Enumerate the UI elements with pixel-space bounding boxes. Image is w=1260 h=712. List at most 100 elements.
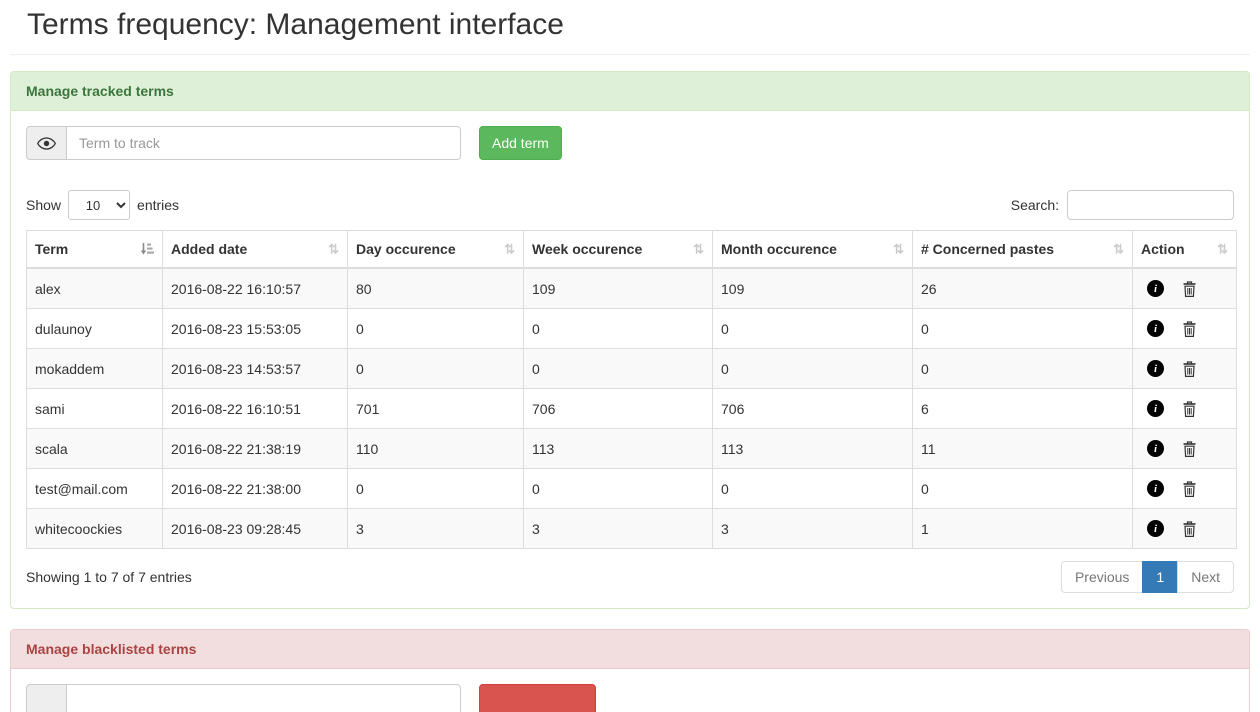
info-icon[interactable]: i	[1147, 360, 1164, 377]
tracked-terms-panel-body: Add term Show 10 entries Search: TermAdd…	[11, 111, 1249, 608]
cell-week: 0	[523, 348, 713, 389]
cell-day: 0	[347, 348, 524, 389]
search-label: Search:	[1010, 197, 1059, 213]
cell-day: 701	[347, 388, 524, 429]
column-header-day-occurence[interactable]: Day occurence ⇅	[347, 230, 524, 269]
tracked-terms-panel: Manage tracked terms Add term Show	[10, 71, 1250, 609]
column-label: # Concerned pastes	[921, 241, 1055, 257]
term-to-track-input[interactable]	[66, 126, 461, 160]
column-label: Term	[35, 241, 69, 257]
entries-label: entries	[137, 197, 180, 213]
add-blacklist-row	[26, 684, 1234, 712]
table-row: sami 2016-08-22 16:10:51 701 706 706 6 i	[26, 388, 1237, 429]
search-control: Search:	[1011, 190, 1234, 220]
cell-day: 0	[347, 308, 524, 349]
cell-month: 706	[712, 388, 913, 429]
term-input-group	[26, 126, 461, 160]
info-icon[interactable]: i	[1147, 480, 1164, 497]
column-label: Added date	[171, 241, 248, 257]
cell-action: i	[1132, 348, 1237, 389]
pagination-next[interactable]: Next	[1177, 561, 1234, 593]
row-actions: i	[1141, 480, 1228, 497]
datatable-footer: Showing 1 to 7 of 7 entries Previous 1 N…	[26, 561, 1234, 593]
page-title: Terms frequency: Management interface	[27, 8, 564, 41]
sort-icon: ⇅	[1217, 241, 1228, 257]
column-label: Week occurence	[532, 241, 643, 257]
table-header-row: Term Added date ⇅ Day occurence ⇅ Week occure…	[26, 230, 1237, 269]
cell-added: 2016-08-22 21:38:00	[162, 468, 348, 509]
table-row: test@mail.com 2016-08-22 21:38:00 0 0 0 0 i	[26, 468, 1237, 509]
cell-month: 109	[712, 267, 913, 309]
eye-icon	[26, 126, 66, 160]
add-term-button[interactable]: Add term	[479, 126, 562, 160]
pagination-page-1[interactable]: 1	[1142, 561, 1179, 593]
blacklist-term-input[interactable]	[66, 684, 461, 712]
table-row: whitecoockies 2016-08-23 09:28:45 3 3 3 1 i	[26, 508, 1237, 549]
cell-added: 2016-08-22 16:10:57	[162, 267, 348, 309]
table-row: alex 2016-08-22 16:10:57 80 109 109 26 i	[26, 267, 1237, 309]
row-actions: i	[1141, 360, 1228, 377]
sort-icon: ⇅	[693, 241, 704, 257]
cell-pastes: 6	[912, 388, 1133, 429]
info-icon[interactable]: i	[1147, 520, 1164, 537]
trash-icon[interactable]	[1183, 360, 1196, 377]
pagination-previous[interactable]: Previous	[1060, 561, 1144, 593]
cell-action: i	[1132, 267, 1237, 309]
tracked-terms-panel-heading: Manage tracked terms	[11, 72, 1249, 111]
trash-icon[interactable]	[1183, 280, 1196, 297]
trash-icon[interactable]	[1183, 320, 1196, 337]
cell-action: i	[1132, 508, 1237, 549]
cell-month: 3	[712, 508, 913, 549]
column-header-month-occurence[interactable]: Month occurence ⇅	[712, 230, 913, 269]
column-header-concerned-pastes[interactable]: # Concerned pastes ⇅	[912, 230, 1133, 269]
datatable-controls: Show 10 entries Search:	[26, 190, 1234, 220]
trash-icon[interactable]	[1183, 520, 1196, 537]
cell-day: 0	[347, 468, 524, 509]
blacklist-input-group	[26, 684, 461, 712]
info-icon[interactable]: i	[1147, 280, 1164, 297]
search-input[interactable]	[1067, 190, 1234, 220]
cell-term: dulaunoy	[26, 308, 163, 349]
cell-pastes: 0	[912, 348, 1133, 389]
sort-ascending-icon	[140, 243, 154, 256]
column-header-term[interactable]: Term	[26, 230, 163, 269]
trash-icon[interactable]	[1183, 480, 1196, 497]
sort-icon: ⇅	[1113, 241, 1124, 257]
row-actions: i	[1141, 280, 1228, 297]
cell-pastes: 0	[912, 468, 1133, 509]
column-label: Month occurence	[721, 241, 837, 257]
cell-action: i	[1132, 388, 1237, 429]
trash-icon[interactable]	[1183, 400, 1196, 417]
cell-term: alex	[26, 267, 163, 309]
cell-pastes: 1	[912, 508, 1133, 549]
info-icon[interactable]: i	[1147, 400, 1164, 417]
table-info-text: Showing 1 to 7 of 7 entries	[26, 569, 192, 585]
table-row: scala 2016-08-22 21:38:19 110 113 113 11 i	[26, 428, 1237, 469]
column-header-added-date[interactable]: Added date ⇅	[162, 230, 348, 269]
cell-added: 2016-08-23 09:28:45	[162, 508, 348, 549]
tracked-terms-table: Term Added date ⇅ Day occurence ⇅ Week occure…	[26, 230, 1237, 549]
info-icon[interactable]: i	[1147, 440, 1164, 457]
pagination: Previous 1 Next	[1060, 561, 1234, 593]
eye-slash-icon	[26, 684, 66, 712]
table-body: alex 2016-08-22 16:10:57 80 109 109 26 i dulaun…	[26, 267, 1237, 549]
cell-added: 2016-08-23 14:53:57	[162, 348, 348, 389]
column-header-action[interactable]: Action ⇅	[1132, 230, 1237, 269]
show-label: Show	[26, 197, 62, 213]
cell-action: i	[1132, 428, 1237, 469]
cell-month: 0	[712, 308, 913, 349]
cell-added: 2016-08-23 15:53:05	[162, 308, 348, 349]
cell-week: 0	[523, 308, 713, 349]
trash-icon[interactable]	[1183, 440, 1196, 457]
page-length-select[interactable]: 10	[68, 190, 131, 220]
table-head: Term Added date ⇅ Day occurence ⇅ Week occure…	[26, 230, 1237, 269]
blacklisted-terms-panel-heading: Manage blacklisted terms	[11, 630, 1249, 669]
cell-term: test@mail.com	[26, 468, 163, 509]
info-icon[interactable]: i	[1147, 320, 1164, 337]
table-row: dulaunoy 2016-08-23 15:53:05 0 0 0 0 i	[26, 308, 1237, 349]
cell-added: 2016-08-22 21:38:19	[162, 428, 348, 469]
column-header-week-occurence[interactable]: Week occurence ⇅	[523, 230, 713, 269]
row-actions: i	[1141, 440, 1228, 457]
blacklist-term-button[interactable]	[479, 684, 596, 712]
